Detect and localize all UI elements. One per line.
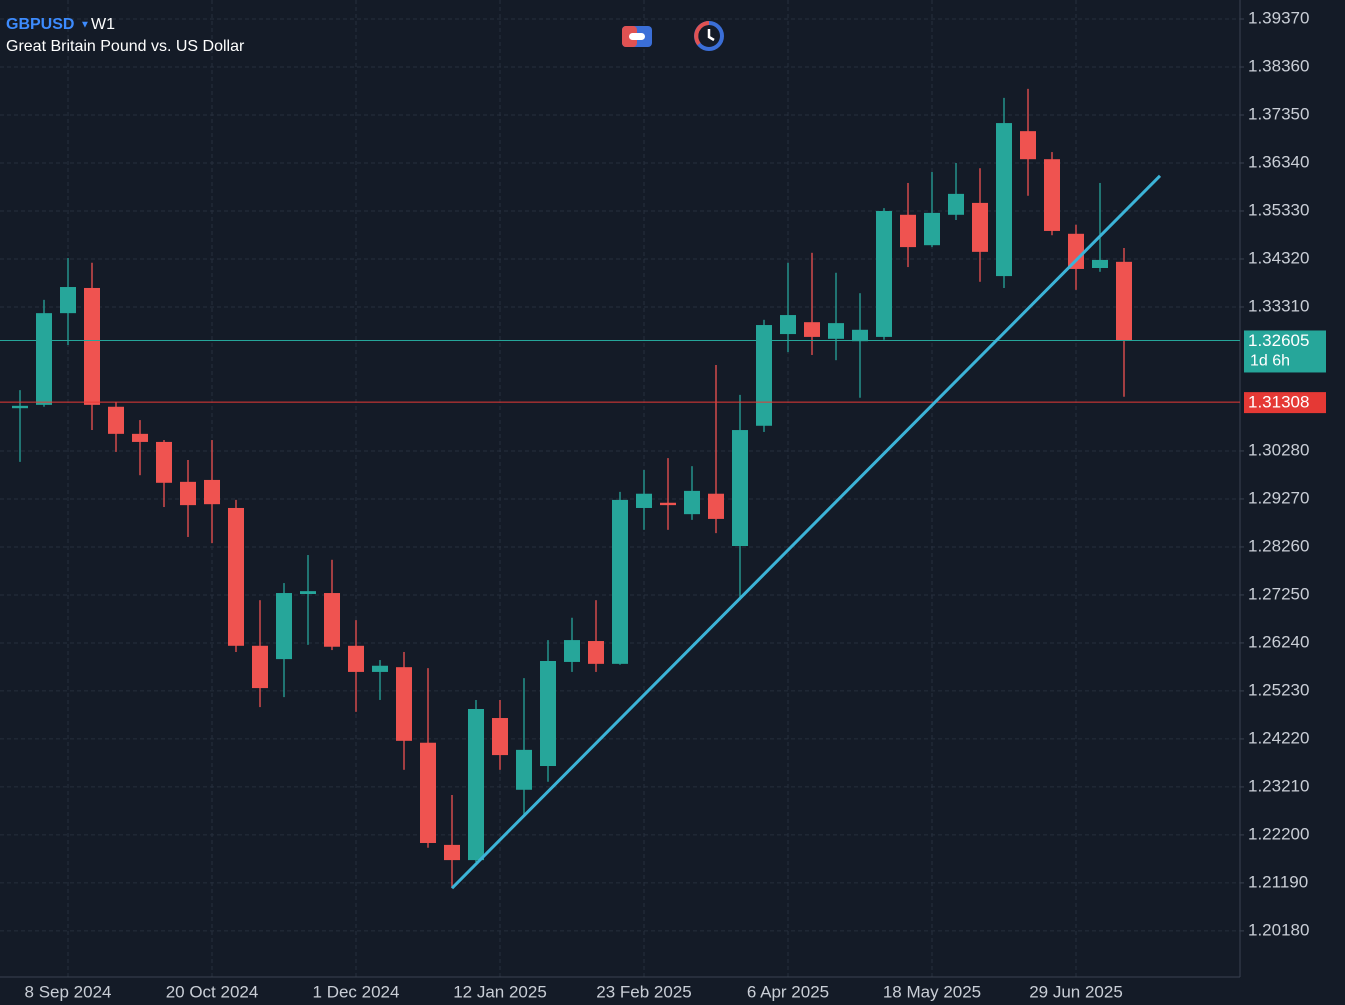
y-tick-label: 1.39370 [1248,8,1309,27]
candle-body [900,214,916,248]
candle-body [996,123,1012,277]
candle-body [60,287,76,314]
candle-body [180,481,196,506]
timeframe[interactable]: W1 [91,16,115,33]
candle-body [132,433,148,442]
candle-body [588,641,604,664]
level-label: 1.31308 [1248,393,1309,412]
candle-body [804,322,820,337]
candle-body [612,499,628,664]
candle-body [876,210,892,337]
x-tick-label: 18 May 2025 [883,982,981,1001]
y-tick-label: 1.27250 [1248,584,1309,603]
candle-body [108,406,124,434]
candle-body [972,202,988,252]
y-tick-label: 1.33310 [1248,296,1309,315]
candle-body [324,593,340,647]
x-tick-label: 23 Feb 2025 [596,982,691,1001]
candle-body [540,660,556,767]
candle-body [420,742,436,843]
candle-body [636,493,652,508]
price-label-box [1244,330,1326,373]
candle-body [564,640,580,662]
candle-body [468,708,484,861]
candle-body [1068,233,1084,269]
y-tick-label: 1.25230 [1248,680,1309,699]
candle-body [660,502,676,506]
marks [12,88,1132,889]
y-tick-label: 1.38360 [1248,56,1309,75]
candle-body [852,329,868,342]
candle-body [828,323,844,339]
x-tick-label: 12 Jan 2025 [453,982,547,1001]
candle-body [156,441,172,483]
y-tick-label: 1.36340 [1248,152,1309,171]
y-tick-label: 1.21190 [1248,872,1308,891]
x-tick-label: 6 Apr 2025 [747,982,829,1001]
candle-body [1044,159,1060,231]
candle-body [732,430,748,546]
y-tick-label: 1.20180 [1248,920,1309,939]
price-label: 1.32605 [1248,331,1309,350]
level-label-box [1244,392,1326,414]
x-tick-label: 1 Dec 2024 [313,982,400,1001]
candle-body [492,718,508,756]
candle-body [396,667,412,741]
y-tick-label: 1.37350 [1248,104,1309,123]
candle-body [444,844,460,861]
y-tick-label: 1.30280 [1248,440,1309,459]
candle-body [516,749,532,790]
candle-body [1116,261,1132,341]
y-tick-label: 1.29270 [1248,488,1309,507]
x-tick-label: 8 Sep 2024 [25,982,112,1001]
candle-body [204,479,220,505]
candle-body [1092,259,1108,269]
candle-body [84,287,100,405]
candle-body [372,665,388,672]
countdown-label: 1d 6h [1250,353,1290,370]
y-tick-label: 1.35330 [1248,200,1309,219]
candle-body [300,591,316,594]
candle-body [684,490,700,515]
candle-body [948,193,964,215]
candle-body [252,645,268,689]
candle-body [924,212,940,246]
candle-body [756,325,772,426]
candle-body [276,593,292,660]
y-tick-label: 1.26240 [1248,632,1309,651]
y-tick-label: 1.22200 [1248,824,1309,843]
candle-body [348,645,364,672]
candle-body [1020,131,1036,160]
y-tick-label: 1.28260 [1248,536,1309,555]
toolbar-icon[interactable] [694,21,724,51]
candle-body [12,405,28,409]
subtitle: Great Britain Pound vs. US Dollar [6,38,245,55]
candle-body [36,313,52,405]
candle-body [780,315,796,335]
dropdown-arrow[interactable]: ▼ [80,20,90,31]
y-tick-label: 1.24220 [1248,728,1309,747]
toolbar-icon[interactable] [622,26,652,47]
candle-body [228,507,244,646]
y-tick-label: 1.23210 [1248,776,1309,795]
x-tick-label: 20 Oct 2024 [166,982,259,1001]
x-tick-label: 29 Jun 2025 [1029,982,1123,1001]
candle-body [708,493,724,519]
symbol[interactable]: GBPUSD [6,16,74,33]
trendline [450,174,1162,890]
y-tick-label: 1.34320 [1248,248,1309,267]
